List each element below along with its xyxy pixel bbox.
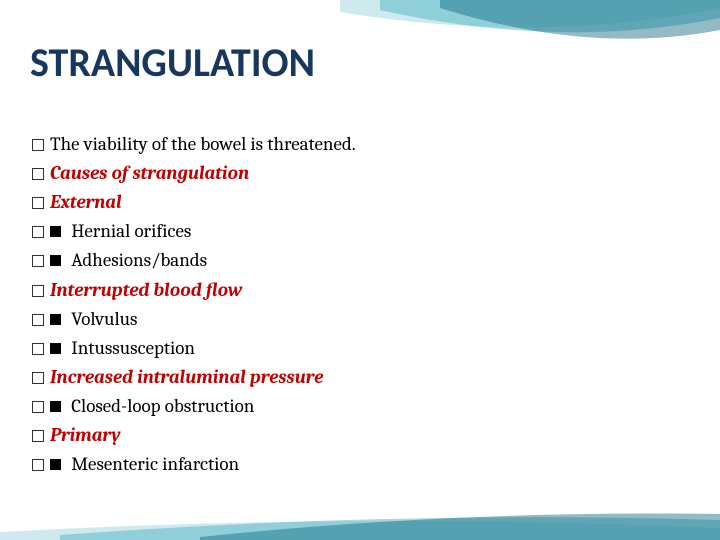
line-label: The viability of the bowel is threatened… (50, 133, 356, 155)
line-label: Intussusception (71, 337, 195, 359)
box-bullet-icon (32, 343, 44, 355)
body-line: External (32, 188, 356, 216)
box-bullet-icon (32, 372, 44, 384)
body-line: Interrupted blood flow (32, 276, 356, 304)
slide-body: The viability of the bowel is threatened… (32, 130, 356, 479)
line-text: Interrupted blood flow (50, 276, 242, 304)
box-bullet-icon (32, 459, 44, 471)
box-bullet-icon (32, 430, 44, 442)
box-bullet-icon (32, 168, 44, 180)
box-bullet-icon (32, 401, 44, 413)
line-text: The viability of the bowel is threatened… (50, 130, 356, 158)
line-label: Closed-loop obstruction (71, 395, 254, 417)
bottom-swoosh-decoration (0, 510, 720, 540)
box-bullet-icon (32, 226, 44, 238)
line-label: Causes of strangulation (50, 162, 249, 184)
line-text: Causes of strangulation (50, 159, 249, 187)
box-bullet-icon (32, 285, 44, 297)
square-bullet-icon (50, 226, 61, 237)
top-swoosh-decoration (340, 0, 720, 60)
line-text: Volvulus (50, 305, 137, 333)
body-line: Mesenteric infarction (32, 450, 356, 478)
line-text: Intussusception (50, 334, 195, 362)
body-line: The viability of the bowel is threatened… (32, 130, 356, 158)
line-label: External (50, 191, 122, 213)
square-bullet-icon (50, 343, 61, 354)
line-text: Closed-loop obstruction (50, 392, 254, 420)
body-line: Intussusception (32, 334, 356, 362)
box-bullet-icon (32, 255, 44, 267)
line-text: Increased intraluminal pressure (50, 363, 323, 391)
line-text: Hernial orifices (50, 217, 191, 245)
slide-title: STRANGULATION (30, 38, 315, 87)
box-bullet-icon (32, 314, 44, 326)
line-label: Volvulus (71, 308, 137, 330)
square-bullet-icon (50, 255, 61, 266)
line-text: Primary (50, 421, 121, 449)
line-text: External (50, 188, 122, 216)
line-label: Hernial orifices (71, 220, 191, 242)
body-line: Adhesions/bands (32, 246, 356, 274)
square-bullet-icon (50, 459, 61, 470)
line-label: Increased intraluminal pressure (50, 366, 323, 388)
line-label: Primary (50, 424, 121, 446)
body-line: Hernial orifices (32, 217, 356, 245)
line-text: Adhesions/bands (50, 246, 207, 274)
body-line: Causes of strangulation (32, 159, 356, 187)
square-bullet-icon (50, 401, 61, 412)
box-bullet-icon (32, 197, 44, 209)
line-label: Interrupted blood flow (50, 279, 242, 301)
square-bullet-icon (50, 314, 61, 325)
body-line: Volvulus (32, 305, 356, 333)
line-text: Mesenteric infarction (50, 450, 239, 478)
box-bullet-icon (32, 139, 44, 151)
body-line: Closed-loop obstruction (32, 392, 356, 420)
body-line: Primary (32, 421, 356, 449)
line-label: Mesenteric infarction (71, 453, 239, 475)
body-line: Increased intraluminal pressure (32, 363, 356, 391)
line-label: Adhesions/bands (71, 249, 207, 271)
